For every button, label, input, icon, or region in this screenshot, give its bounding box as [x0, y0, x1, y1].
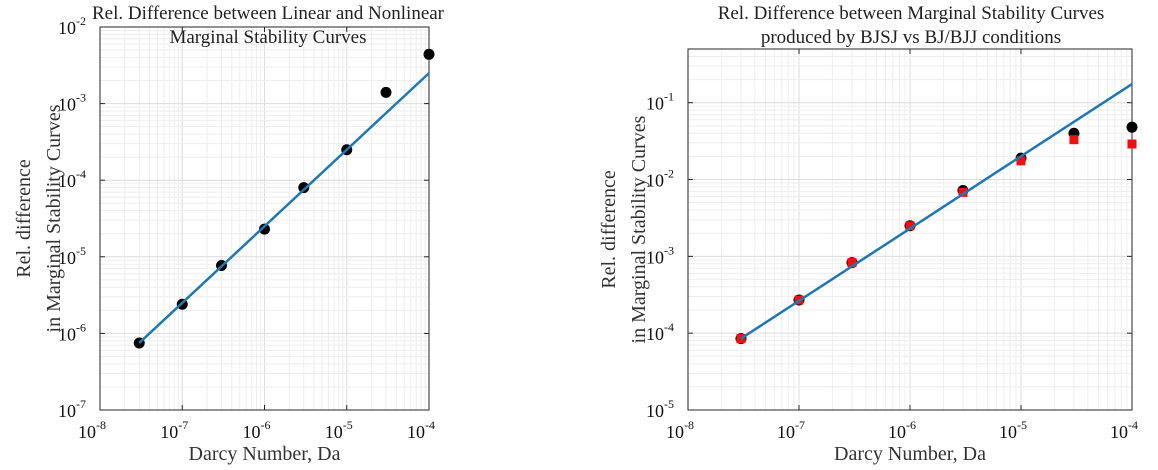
fit-line — [138, 72, 430, 344]
chart-title: Rel. Difference between Marginal Stabili… — [718, 3, 1105, 24]
x-tick-label: 10-5 — [999, 418, 1027, 442]
y-tick-label: 10-3 — [646, 243, 674, 267]
data-point-square — [958, 187, 968, 197]
chart-title: Rel. Difference between Linear and Nonli… — [92, 3, 445, 24]
grid — [99, 27, 429, 411]
data-point-square — [1127, 139, 1137, 149]
x-tick-label: 10-6 — [888, 418, 916, 442]
x-tick-label: 10-8 — [78, 418, 106, 442]
chart-2: 10-8 10-7 10-6 10-5 10-4 10-5 10-4 10-3 10-2 10-1… — [598, 3, 1138, 465]
x-tick-label: 10-7 — [160, 418, 188, 442]
y-axis-label: Rel. difference — [598, 170, 620, 289]
y-tick-label: 10-7 — [58, 397, 86, 421]
x-tick-label: 10-8 — [666, 418, 694, 442]
y-axis-label: Rel. difference — [13, 159, 35, 278]
x-axis-label: Darcy Number, Da — [834, 443, 986, 465]
y-tick-label: 10-2 — [646, 167, 674, 191]
chart-1: 10-8 10-7 10-6 10-5 10-410-710-610-510-410-3… — [13, 3, 445, 465]
y-tick-label: 10-3 — [58, 91, 86, 115]
y-tick-label: 10-5 — [58, 244, 86, 268]
y-axis-label: in Marginal Stability Curves — [43, 104, 65, 332]
data-point-square — [1069, 135, 1079, 145]
chart-title: produced by BJSJ vs BJ/BJJ conditions — [761, 27, 1061, 48]
data-point-square — [847, 258, 857, 268]
x-axis-label: Darcy Number, Da — [189, 443, 341, 465]
y-tick-label: 10-4 — [646, 320, 674, 344]
fit-line — [740, 82, 1133, 340]
x-tick-label: 10-4 — [1110, 418, 1138, 442]
data-point — [1126, 121, 1138, 133]
data-point — [259, 223, 270, 235]
data-point-square — [1016, 156, 1026, 166]
x-tick-label: 10-7 — [777, 418, 805, 442]
data-point — [380, 86, 392, 98]
y-tick-label: 10-2 — [58, 14, 86, 38]
grid — [687, 48, 1132, 411]
y-tick-label: 10-6 — [58, 320, 86, 344]
chart-title: Marginal Stability Curves — [169, 27, 366, 48]
series-line — [138, 72, 430, 344]
data-point — [423, 48, 435, 60]
x-tick-label: 10-4 — [407, 418, 435, 442]
y-axis-label: in Marginal Stability Curves — [628, 115, 650, 343]
x-tick-label: 10-5 — [325, 418, 353, 442]
data-point-square — [905, 221, 915, 231]
series-line — [740, 82, 1133, 340]
series-square — [736, 135, 1137, 344]
y-tick-label: 10-4 — [58, 167, 86, 191]
data-point — [298, 182, 310, 194]
y-tick-label: 10-5 — [646, 397, 674, 421]
y-tick-label: 10-1 — [646, 90, 674, 114]
x-tick-label: 10-6 — [243, 418, 271, 442]
